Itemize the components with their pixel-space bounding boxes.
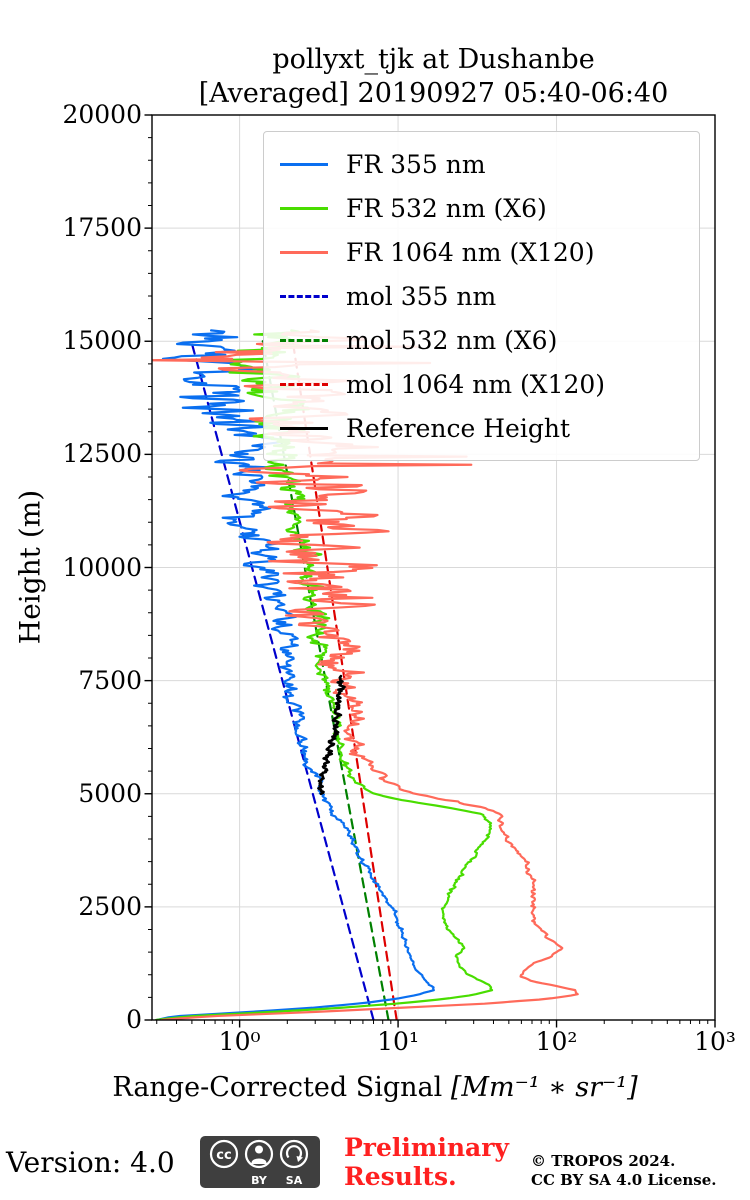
share-alike-icon xyxy=(279,1139,309,1169)
legend-line-sample xyxy=(280,294,328,298)
series-line-mol-355-nm xyxy=(190,340,375,1020)
y-tick-label: 12500 xyxy=(62,439,142,469)
x-axis-label: Range-Corrected Signal [Mm⁻¹ ∗ sr⁻¹] xyxy=(0,1072,750,1103)
legend-item: FR 355 nm xyxy=(280,142,693,186)
legend-item: FR 1064 nm (X120) xyxy=(280,230,693,274)
legend-line-sample xyxy=(280,338,328,342)
legend-item-label: mol 355 nm xyxy=(346,281,497,311)
y-tick-label: 20000 xyxy=(62,100,142,129)
series-line-fr-355-nm xyxy=(155,329,435,1020)
attribution-person-icon xyxy=(244,1139,274,1169)
cc-letters: cc xyxy=(216,1148,231,1163)
legend-item: mol 355 nm xyxy=(280,274,693,318)
y-tick-label: 0 xyxy=(126,1005,142,1034)
copyright-line2: CC BY SA 4.0 License. xyxy=(531,1170,717,1189)
copyright-line1: © TROPOS 2024. xyxy=(531,1152,676,1170)
preliminary-results-note: Preliminary Results. xyxy=(344,1133,509,1192)
version-label: Version: 4.0 xyxy=(6,1146,175,1179)
legend-item-label: FR 532 nm (X6) xyxy=(346,193,547,223)
legend-item-label: mol 1064 nm (X120) xyxy=(346,369,606,399)
cc-circle-icon xyxy=(209,1139,239,1169)
copyright-note: © TROPOS 2024. CC BY SA 4.0 License. xyxy=(531,1152,717,1190)
legend-line-sample xyxy=(280,426,328,430)
legend-item-label: Reference Height xyxy=(346,413,570,443)
x-tick-label: 10⁰ xyxy=(218,1027,261,1056)
legend-line-sample xyxy=(280,250,328,254)
legend-item-label: FR 355 nm xyxy=(346,149,486,179)
preliminary-line2: Results. xyxy=(344,1161,457,1191)
share-alike-arrowhead-icon xyxy=(296,1156,303,1162)
y-tick-label: 5000 xyxy=(78,778,142,808)
legend-item: mol 1064 nm (X120) xyxy=(280,362,693,406)
person-head-icon xyxy=(255,1145,263,1154)
legend: FR 355 nm FR 532 nm (X6) FR 1064 nm (X120)… xyxy=(263,131,700,461)
x-tick-label: 10² xyxy=(535,1027,578,1056)
legend-item: mol 532 nm (X6) xyxy=(280,318,693,362)
plot-subtitle: [Averaged] 20190927 05:40-06:40 xyxy=(198,78,669,109)
y-tick-label: 15000 xyxy=(62,326,142,356)
preliminary-line1: Preliminary xyxy=(344,1133,509,1162)
y-tick-label: 2500 xyxy=(78,891,142,921)
legend-item: FR 532 nm (X6) xyxy=(280,186,693,230)
x-tick-label: 10³ xyxy=(694,1027,736,1056)
legend-line-sample xyxy=(280,162,328,166)
x-axis-label-text: Range-Corrected Signal xyxy=(112,1072,443,1103)
person-body-icon xyxy=(251,1158,267,1164)
y-tick-label: 10000 xyxy=(62,552,142,582)
legend-item-label: FR 1064 nm (X120) xyxy=(346,237,595,267)
by-label: BY xyxy=(251,1174,268,1187)
legend-line-sample xyxy=(280,206,328,210)
plot-title: pollyxt_tjk at Dushanbe xyxy=(272,44,595,75)
x-tick-label: 10¹ xyxy=(377,1027,419,1056)
legend-item: Reference Height xyxy=(280,406,693,450)
legend-item-label: mol 532 nm (X6) xyxy=(346,325,558,355)
cc-by-sa-badge: cc BY SA xyxy=(200,1136,320,1188)
legend-line-sample xyxy=(280,382,328,386)
y-tick-label: 7500 xyxy=(78,665,142,695)
series-line-reference-height xyxy=(317,674,346,796)
sa-label: SA xyxy=(286,1174,303,1187)
share-alike-arrow-icon xyxy=(285,1145,303,1159)
x-axis-label-unit: [Mm⁻¹ ∗ sr⁻¹] xyxy=(450,1072,638,1103)
y-tick-label: 17500 xyxy=(62,213,142,243)
